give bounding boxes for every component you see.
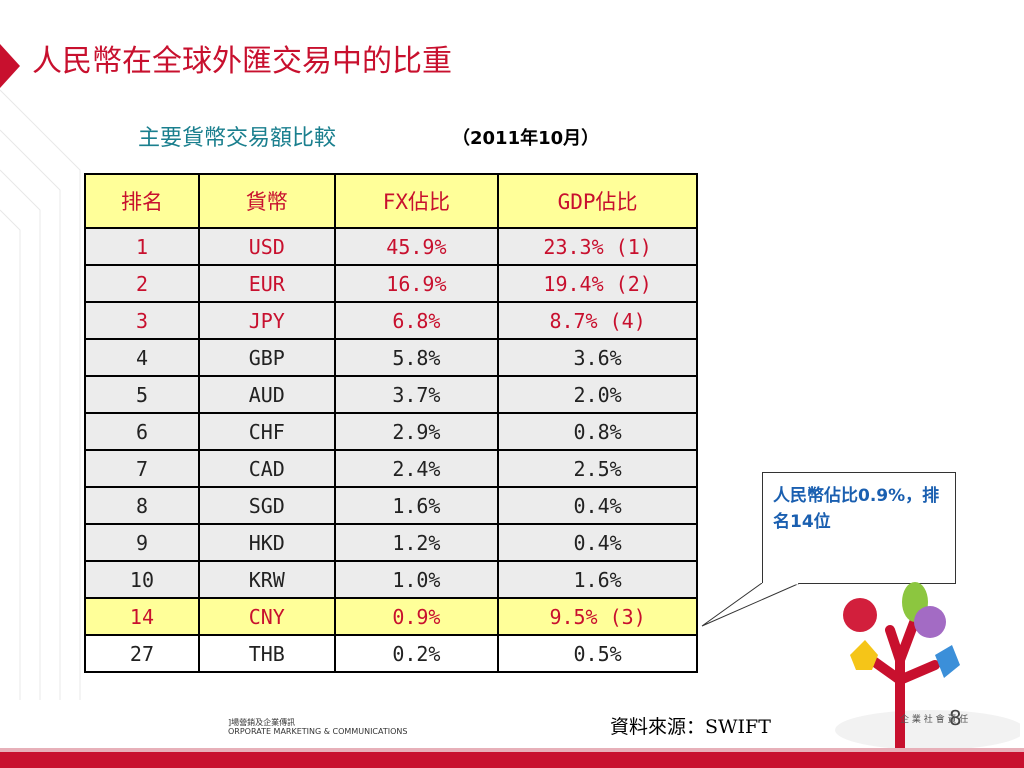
- cell-rank: 27: [84, 634, 200, 673]
- cell-gdp: 3.6%: [497, 338, 698, 377]
- cell-currency: AUD: [197, 375, 336, 414]
- cell-fx: 45.9%: [333, 227, 500, 266]
- cell-gdp: 2.5%: [497, 449, 698, 488]
- cell-currency: HKD: [197, 523, 336, 562]
- cell-fx: 0.9%: [333, 597, 500, 636]
- cell-rank: 2: [84, 264, 200, 303]
- cell-rank: 5: [84, 375, 200, 414]
- page-title: 人民幣在全球外匯交易中的比重: [32, 44, 452, 79]
- cell-fx: 0.2%: [333, 634, 500, 673]
- source-note: 資料來源：SWIFT: [610, 716, 771, 738]
- cell-fx: 2.9%: [333, 412, 500, 451]
- cell-fx: 3.7%: [333, 375, 500, 414]
- cell-fx: 1.6%: [333, 486, 500, 525]
- cell-rank: 4: [84, 338, 200, 377]
- table-row: 8 SGD 1.6% 0.4%: [84, 486, 698, 525]
- cell-currency: CAD: [197, 449, 336, 488]
- currency-table: 排名 貨幣 FX佔比 GDP佔比 1 USD 45.9% 23.3% (1) 2…: [84, 173, 698, 673]
- cell-currency: CNY: [197, 597, 336, 636]
- cell-fx: 5.8%: [333, 338, 500, 377]
- table-row: 27 THB 0.2% 0.5%: [84, 634, 698, 673]
- cell-gdp: 23.3% (1): [497, 227, 698, 266]
- footer-bar: [0, 752, 1024, 768]
- cell-rank: 9: [84, 523, 200, 562]
- cell-fx: 2.4%: [333, 449, 500, 488]
- page-number: 8: [949, 706, 962, 730]
- table-header-row: 排名 貨幣 FX佔比 GDP佔比: [84, 173, 698, 229]
- cell-gdp: 0.8%: [497, 412, 698, 451]
- callout-box: 人民幣佔比0.9%，排名14位: [762, 472, 956, 584]
- table-row: 9 HKD 1.2% 0.4%: [84, 523, 698, 562]
- cell-rank: 3: [84, 301, 200, 340]
- cell-fx: 1.0%: [333, 560, 500, 599]
- cell-fx: 16.9%: [333, 264, 500, 303]
- footer-department-cn: ]場營銷及企業傳訊: [228, 718, 296, 727]
- table-subtitle: 主要貨幣交易額比較: [138, 126, 337, 151]
- cell-currency: THB: [197, 634, 336, 673]
- cell-gdp: 2.0%: [497, 375, 698, 414]
- cell-currency: CHF: [197, 412, 336, 451]
- table-row: 3 JPY 6.8% 8.7% (4): [84, 301, 698, 340]
- header-fx-share: FX佔比: [333, 173, 500, 229]
- cell-rank: 1: [84, 227, 200, 266]
- cell-fx: 1.2%: [333, 523, 500, 562]
- csr-label: 企 業 社 會 責 任: [900, 715, 969, 725]
- footer-department-en: ORPORATE MARKETING & COMMUNICATIONS: [228, 727, 408, 736]
- cell-gdp: 0.4%: [497, 486, 698, 525]
- cell-rank: 7: [84, 449, 200, 488]
- cell-rank: 10: [84, 560, 200, 599]
- title-marker: [0, 44, 20, 88]
- table-row: 10 KRW 1.0% 1.6%: [84, 560, 698, 599]
- cell-currency: KRW: [197, 560, 336, 599]
- cell-currency: USD: [197, 227, 336, 266]
- header-currency: 貨幣: [197, 173, 336, 229]
- cell-currency: SGD: [197, 486, 336, 525]
- cell-rank: 8: [84, 486, 200, 525]
- table-row: 4 GBP 5.8% 3.6%: [84, 338, 698, 377]
- table-date: （2011年10月）: [452, 128, 600, 149]
- cell-gdp: 8.7% (4): [497, 301, 698, 340]
- cell-gdp: 9.5% (3): [497, 597, 698, 636]
- cell-gdp: 1.6%: [497, 560, 698, 599]
- cell-rank: 6: [84, 412, 200, 451]
- table-row-highlighted: 14 CNY 0.9% 9.5% (3): [84, 597, 698, 636]
- cell-currency: JPY: [197, 301, 336, 340]
- table-row: 7 CAD 2.4% 2.5%: [84, 449, 698, 488]
- csr-tree-logo: [835, 582, 1020, 750]
- cell-currency: GBP: [197, 338, 336, 377]
- cell-rank: 14: [84, 597, 200, 636]
- cell-gdp: 0.4%: [497, 523, 698, 562]
- table-row: 1 USD 45.9% 23.3% (1): [84, 227, 698, 266]
- table-row: 5 AUD 3.7% 2.0%: [84, 375, 698, 414]
- table-row: 6 CHF 2.9% 0.8%: [84, 412, 698, 451]
- header-gdp-share: GDP佔比: [497, 173, 698, 229]
- cell-currency: EUR: [197, 264, 336, 303]
- cell-fx: 6.8%: [333, 301, 500, 340]
- cell-gdp: 0.5%: [497, 634, 698, 673]
- cell-gdp: 19.4% (2): [497, 264, 698, 303]
- table-row: 2 EUR 16.9% 19.4% (2): [84, 264, 698, 303]
- header-rank: 排名: [84, 173, 200, 229]
- callout-pointer: [701, 583, 801, 627]
- footer-stripe: [0, 748, 1024, 752]
